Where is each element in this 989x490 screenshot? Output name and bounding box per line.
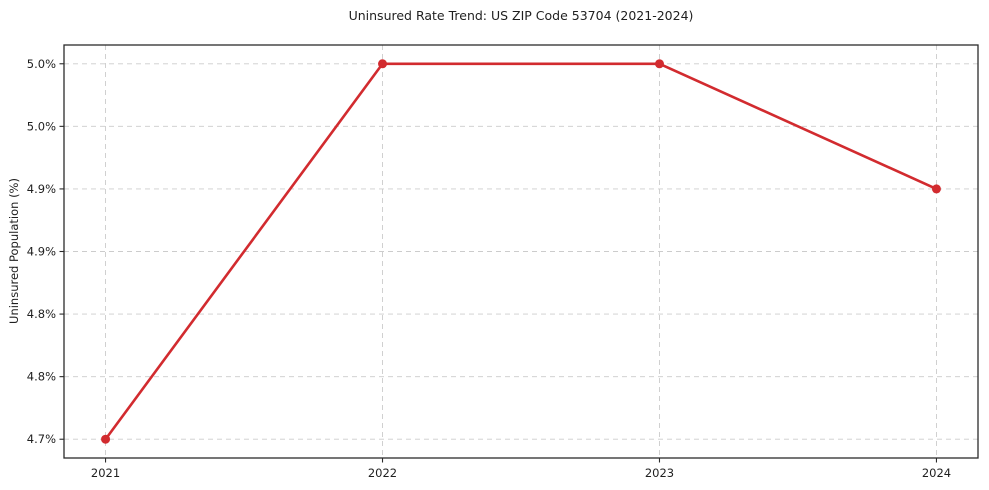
data-point (931, 184, 941, 194)
y-tick-label: 4.9% (27, 245, 56, 259)
data-point (654, 59, 664, 69)
y-tick-label: 4.7% (27, 432, 56, 446)
y-tick-label: 4.8% (27, 307, 56, 321)
data-point (378, 59, 388, 69)
x-tick-label: 2023 (645, 466, 674, 480)
x-tick-label: 2022 (368, 466, 397, 480)
y-tick-label: 4.9% (27, 182, 56, 196)
y-tick-label: 5.0% (27, 119, 56, 133)
y-tick-label: 5.0% (27, 57, 56, 71)
data-point (101, 434, 111, 444)
y-tick-label: 4.8% (27, 370, 56, 384)
x-tick-label: 2024 (922, 466, 951, 480)
x-tick-label: 2021 (91, 466, 120, 480)
trend-line (104, 62, 938, 441)
chart-title: Uninsured Rate Trend: US ZIP Code 53704 … (348, 8, 694, 23)
